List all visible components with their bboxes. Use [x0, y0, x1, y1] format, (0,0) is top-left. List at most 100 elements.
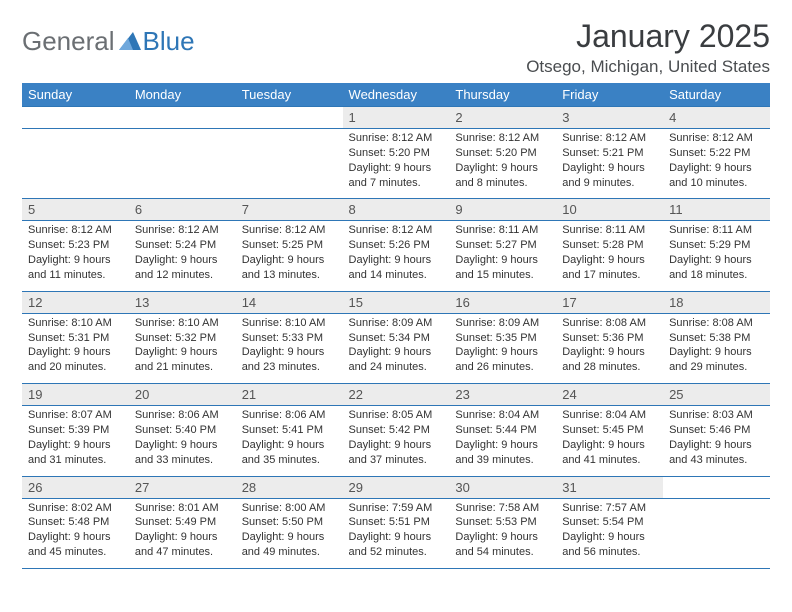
day-cell: 7 — [236, 199, 343, 221]
location-text: Otsego, Michigan, United States — [526, 57, 770, 77]
sunset-text: Sunset: 5:20 PM — [349, 146, 444, 161]
day-cell: 16 — [449, 291, 556, 313]
day-info-cell: Sunrise: 8:09 AMSunset: 5:34 PMDaylight:… — [343, 313, 450, 383]
day-cell: 20 — [129, 384, 236, 406]
day-number: 30 — [449, 477, 556, 498]
day-cell: 23 — [449, 384, 556, 406]
day-info: Sunrise: 8:07 AMSunset: 5:39 PMDaylight:… — [22, 406, 129, 475]
day-info-row: Sunrise: 8:02 AMSunset: 5:48 PMDaylight:… — [22, 498, 770, 568]
daylight-text: Daylight: 9 hours and 24 minutes. — [349, 345, 444, 375]
day-info-cell: Sunrise: 8:11 AMSunset: 5:28 PMDaylight:… — [556, 221, 663, 291]
day-number: 25 — [663, 384, 770, 405]
day-info-cell: Sunrise: 8:05 AMSunset: 5:42 PMDaylight:… — [343, 406, 450, 476]
day-cell — [663, 476, 770, 498]
day-info: Sunrise: 8:12 AMSunset: 5:22 PMDaylight:… — [663, 129, 770, 198]
day-info: Sunrise: 8:06 AMSunset: 5:40 PMDaylight:… — [129, 406, 236, 475]
day-info-cell: Sunrise: 8:12 AMSunset: 5:25 PMDaylight:… — [236, 221, 343, 291]
day-cell: 1 — [343, 107, 450, 129]
daylight-text: Daylight: 9 hours and 47 minutes. — [135, 530, 230, 560]
sunset-text: Sunset: 5:54 PM — [562, 515, 657, 530]
sunrise-text: Sunrise: 7:59 AM — [349, 501, 444, 516]
daylight-text: Daylight: 9 hours and 52 minutes. — [349, 530, 444, 560]
day-number: 20 — [129, 384, 236, 405]
day-info-cell: Sunrise: 8:12 AMSunset: 5:23 PMDaylight:… — [22, 221, 129, 291]
day-info: Sunrise: 8:06 AMSunset: 5:41 PMDaylight:… — [236, 406, 343, 475]
sunrise-text: Sunrise: 8:06 AM — [135, 408, 230, 423]
day-info: Sunrise: 8:11 AMSunset: 5:28 PMDaylight:… — [556, 221, 663, 290]
sunset-text: Sunset: 5:26 PM — [349, 238, 444, 253]
day-cell: 18 — [663, 291, 770, 313]
logo-triangle-icon — [119, 26, 141, 57]
sunrise-text: Sunrise: 7:58 AM — [455, 501, 550, 516]
day-number: 8 — [343, 199, 450, 220]
daylight-text: Daylight: 9 hours and 56 minutes. — [562, 530, 657, 560]
sunrise-text: Sunrise: 8:11 AM — [455, 223, 550, 238]
title-block: January 2025 Otsego, Michigan, United St… — [526, 18, 770, 77]
sunset-text: Sunset: 5:25 PM — [242, 238, 337, 253]
day-cell: 27 — [129, 476, 236, 498]
sunset-text: Sunset: 5:23 PM — [28, 238, 123, 253]
day-number: 7 — [236, 199, 343, 220]
day-info-cell — [22, 129, 129, 199]
weekday-header: Thursday — [449, 83, 556, 107]
sunrise-text: Sunrise: 8:10 AM — [28, 316, 123, 331]
sunset-text: Sunset: 5:28 PM — [562, 238, 657, 253]
day-info: Sunrise: 7:57 AMSunset: 5:54 PMDaylight:… — [556, 499, 663, 568]
sunset-text: Sunset: 5:21 PM — [562, 146, 657, 161]
day-info-cell: Sunrise: 8:12 AMSunset: 5:26 PMDaylight:… — [343, 221, 450, 291]
day-number: 29 — [343, 477, 450, 498]
sunset-text: Sunset: 5:33 PM — [242, 331, 337, 346]
daylight-text: Daylight: 9 hours and 28 minutes. — [562, 345, 657, 375]
day-number-row: 19202122232425 — [22, 384, 770, 406]
daylight-text: Daylight: 9 hours and 39 minutes. — [455, 438, 550, 468]
sunset-text: Sunset: 5:46 PM — [669, 423, 764, 438]
day-info-cell: Sunrise: 8:04 AMSunset: 5:44 PMDaylight:… — [449, 406, 556, 476]
day-info: Sunrise: 8:10 AMSunset: 5:32 PMDaylight:… — [129, 314, 236, 383]
sunset-text: Sunset: 5:50 PM — [242, 515, 337, 530]
sunrise-text: Sunrise: 8:12 AM — [349, 131, 444, 146]
day-cell: 31 — [556, 476, 663, 498]
day-info-cell — [129, 129, 236, 199]
day-info-cell: Sunrise: 8:10 AMSunset: 5:31 PMDaylight:… — [22, 313, 129, 383]
daylight-text: Daylight: 9 hours and 12 minutes. — [135, 253, 230, 283]
day-cell: 9 — [449, 199, 556, 221]
day-info-cell: Sunrise: 8:07 AMSunset: 5:39 PMDaylight:… — [22, 406, 129, 476]
day-cell: 6 — [129, 199, 236, 221]
day-info: Sunrise: 8:02 AMSunset: 5:48 PMDaylight:… — [22, 499, 129, 568]
sunrise-text: Sunrise: 8:10 AM — [135, 316, 230, 331]
day-info: Sunrise: 7:59 AMSunset: 5:51 PMDaylight:… — [343, 499, 450, 568]
day-info: Sunrise: 8:10 AMSunset: 5:33 PMDaylight:… — [236, 314, 343, 383]
sunset-text: Sunset: 5:36 PM — [562, 331, 657, 346]
sunrise-text: Sunrise: 8:04 AM — [562, 408, 657, 423]
day-info-cell: Sunrise: 8:00 AMSunset: 5:50 PMDaylight:… — [236, 498, 343, 568]
sunrise-text: Sunrise: 8:11 AM — [669, 223, 764, 238]
day-cell: 19 — [22, 384, 129, 406]
logo-text-right: Blue — [143, 26, 195, 57]
day-info: Sunrise: 8:09 AMSunset: 5:35 PMDaylight:… — [449, 314, 556, 383]
day-cell: 4 — [663, 107, 770, 129]
sunset-text: Sunset: 5:42 PM — [349, 423, 444, 438]
sunrise-text: Sunrise: 8:07 AM — [28, 408, 123, 423]
day-info: Sunrise: 8:08 AMSunset: 5:38 PMDaylight:… — [663, 314, 770, 383]
day-info-cell: Sunrise: 8:12 AMSunset: 5:22 PMDaylight:… — [663, 129, 770, 199]
day-info — [236, 129, 343, 187]
day-info-cell: Sunrise: 8:08 AMSunset: 5:38 PMDaylight:… — [663, 313, 770, 383]
day-cell — [129, 107, 236, 129]
day-info: Sunrise: 8:12 AMSunset: 5:21 PMDaylight:… — [556, 129, 663, 198]
sunset-text: Sunset: 5:39 PM — [28, 423, 123, 438]
day-info: Sunrise: 8:12 AMSunset: 5:25 PMDaylight:… — [236, 221, 343, 290]
day-info-cell — [236, 129, 343, 199]
sunset-text: Sunset: 5:40 PM — [135, 423, 230, 438]
sunrise-text: Sunrise: 8:08 AM — [562, 316, 657, 331]
day-number — [22, 107, 129, 125]
day-info: Sunrise: 8:09 AMSunset: 5:34 PMDaylight:… — [343, 314, 450, 383]
day-number: 26 — [22, 477, 129, 498]
day-info: Sunrise: 8:08 AMSunset: 5:36 PMDaylight:… — [556, 314, 663, 383]
day-info-cell: Sunrise: 8:11 AMSunset: 5:27 PMDaylight:… — [449, 221, 556, 291]
sunset-text: Sunset: 5:31 PM — [28, 331, 123, 346]
sunrise-text: Sunrise: 8:05 AM — [349, 408, 444, 423]
day-number-row: 567891011 — [22, 199, 770, 221]
sunset-text: Sunset: 5:44 PM — [455, 423, 550, 438]
sunrise-text: Sunrise: 8:09 AM — [455, 316, 550, 331]
day-number: 11 — [663, 199, 770, 220]
